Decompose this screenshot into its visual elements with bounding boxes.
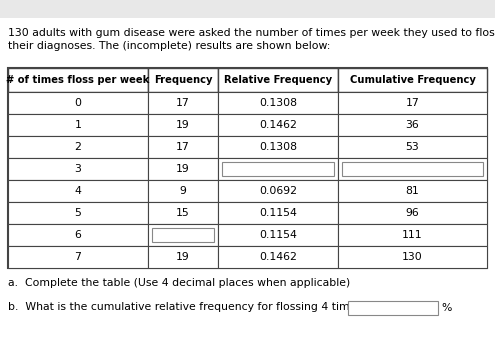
Bar <box>8 68 487 268</box>
Bar <box>148 136 218 158</box>
Bar <box>222 162 334 176</box>
Text: 3: 3 <box>75 164 82 174</box>
Bar <box>218 246 338 268</box>
Text: 0.0692: 0.0692 <box>259 186 297 196</box>
Bar <box>8 158 148 180</box>
Text: 0.1154: 0.1154 <box>259 230 297 240</box>
Text: 15: 15 <box>176 208 190 218</box>
Text: a.  Complete the table (Use 4 decimal places when applicable): a. Complete the table (Use 4 decimal pla… <box>8 278 350 288</box>
Text: 53: 53 <box>405 142 419 152</box>
Bar <box>218 92 338 114</box>
Text: 0.1462: 0.1462 <box>259 120 297 130</box>
Bar <box>218 224 338 246</box>
Bar <box>338 114 487 136</box>
Text: b.  What is the cumulative relative frequency for flossing 4 times per week?: b. What is the cumulative relative frequ… <box>8 302 422 312</box>
Bar <box>218 202 338 224</box>
Bar <box>348 301 438 315</box>
Text: 19: 19 <box>176 120 190 130</box>
Text: 96: 96 <box>405 208 419 218</box>
Text: 111: 111 <box>402 230 423 240</box>
Bar <box>148 114 218 136</box>
Bar <box>218 114 338 136</box>
Text: Cumulative Frequency: Cumulative Frequency <box>349 75 475 85</box>
Text: 6: 6 <box>75 230 82 240</box>
Bar <box>338 224 487 246</box>
Bar <box>8 180 148 202</box>
Bar <box>218 136 338 158</box>
Bar <box>8 136 148 158</box>
Text: 130 adults with gum disease were asked the number of times per week they used to: 130 adults with gum disease were asked t… <box>8 28 495 38</box>
Text: 2: 2 <box>75 142 82 152</box>
Bar <box>218 158 338 180</box>
Bar <box>338 136 487 158</box>
Bar <box>8 92 148 114</box>
Bar <box>338 180 487 202</box>
Text: 5: 5 <box>75 208 82 218</box>
Bar <box>8 114 148 136</box>
Text: 17: 17 <box>176 98 190 108</box>
Bar <box>8 246 148 268</box>
Bar <box>338 158 487 180</box>
Text: 1: 1 <box>75 120 82 130</box>
Text: 0.1154: 0.1154 <box>259 208 297 218</box>
Text: 36: 36 <box>405 120 419 130</box>
Text: 19: 19 <box>176 252 190 262</box>
Bar <box>148 180 218 202</box>
Text: # of times floss per week: # of times floss per week <box>6 75 149 85</box>
Bar <box>148 92 218 114</box>
Bar <box>8 224 148 246</box>
Text: 0.1308: 0.1308 <box>259 142 297 152</box>
Text: Frequency: Frequency <box>154 75 212 85</box>
Text: Relative Frequency: Relative Frequency <box>224 75 332 85</box>
Text: 0.1462: 0.1462 <box>259 252 297 262</box>
Text: 17: 17 <box>176 142 190 152</box>
Text: 17: 17 <box>405 98 419 108</box>
Text: 130: 130 <box>402 252 423 262</box>
Text: 19: 19 <box>176 164 190 174</box>
Bar <box>218 68 338 92</box>
Bar <box>148 202 218 224</box>
Bar <box>8 68 148 92</box>
Bar <box>0 0 495 18</box>
Text: 81: 81 <box>405 186 419 196</box>
Text: 0.1308: 0.1308 <box>259 98 297 108</box>
Bar <box>148 68 218 92</box>
Bar <box>152 228 214 242</box>
Bar <box>338 246 487 268</box>
Bar <box>338 202 487 224</box>
Text: 0: 0 <box>75 98 82 108</box>
Bar <box>148 158 218 180</box>
Bar <box>338 92 487 114</box>
Text: %: % <box>441 303 451 313</box>
Text: 9: 9 <box>180 186 187 196</box>
Bar <box>8 202 148 224</box>
Bar <box>148 224 218 246</box>
Bar <box>338 68 487 92</box>
Text: their diagnoses. The (incomplete) results are shown below:: their diagnoses. The (incomplete) result… <box>8 41 330 51</box>
Text: 4: 4 <box>75 186 82 196</box>
Bar <box>148 246 218 268</box>
Bar <box>342 162 483 176</box>
Bar <box>218 180 338 202</box>
Text: 7: 7 <box>75 252 82 262</box>
